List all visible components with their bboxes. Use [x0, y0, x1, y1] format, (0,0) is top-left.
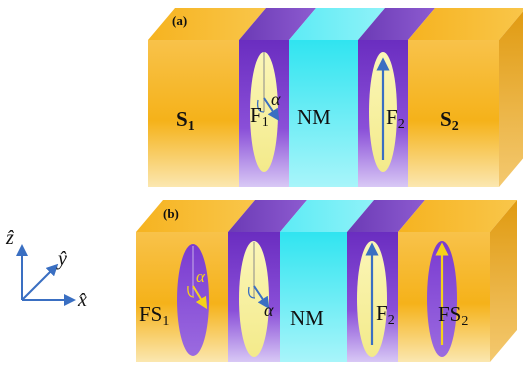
nm-top-face — [289, 8, 385, 40]
panel-a: (a) S1 F1 α NM F2 S2 — [148, 8, 523, 187]
panel-b-label: (b) — [163, 206, 179, 221]
panel-b: (b) FS1 α α NM F2 FS2 — [136, 200, 517, 362]
s1-label: S1 — [176, 107, 195, 134]
nmb-label: NM — [290, 306, 324, 330]
nmb-layer — [280, 232, 347, 362]
f2-top-face — [358, 8, 435, 40]
f1b-top-face — [228, 200, 307, 232]
fs1-top-face — [136, 200, 255, 232]
f1b-magnetization-ellipse — [239, 241, 269, 357]
fs1-angle-arc — [187, 285, 195, 298]
s2-side-face — [499, 11, 523, 187]
f1-label: F1 — [250, 103, 269, 130]
f1-angle-arc — [256, 99, 265, 113]
coordinate-axes: ẑ ŷ x̂ — [5, 227, 87, 311]
f1b-angle-arc — [247, 286, 256, 299]
nmb-top-face — [280, 200, 374, 232]
f1b-angle-label: α — [264, 300, 274, 320]
s1-top-face — [148, 8, 266, 40]
fs1-label: FS1 — [139, 302, 169, 329]
fs2-side-face — [490, 200, 517, 362]
x-axis-label: x̂ — [77, 289, 87, 311]
f1-angle-label: α — [271, 89, 281, 109]
s2-layer — [408, 40, 499, 187]
f1-top-face — [239, 8, 316, 40]
f1b-magnetization-arrow — [253, 285, 270, 309]
s2-top-face — [408, 8, 523, 40]
f2-label: F2 — [386, 105, 405, 132]
fs1-magnetization-ellipse — [177, 244, 209, 356]
y-axis-label: ŷ — [56, 248, 67, 270]
nm-label: NM — [297, 105, 331, 129]
nm-layer — [289, 40, 358, 187]
f2b-label: F2 — [376, 301, 395, 328]
s1-layer — [148, 40, 239, 187]
f2b-top-face — [347, 200, 425, 232]
y-axis-arrow — [21, 263, 59, 301]
f1-magnetization-arrow — [263, 97, 280, 121]
fs2-label: FS2 — [438, 302, 468, 329]
fs1-angle-label: α — [196, 267, 206, 286]
fs1-magnetization-arrow — [192, 285, 208, 310]
fs2-top-face — [398, 200, 517, 232]
s2-label: S2 — [440, 107, 459, 134]
z-axis-label: ẑ — [5, 227, 14, 249]
panel-a-label: (a) — [172, 13, 187, 28]
